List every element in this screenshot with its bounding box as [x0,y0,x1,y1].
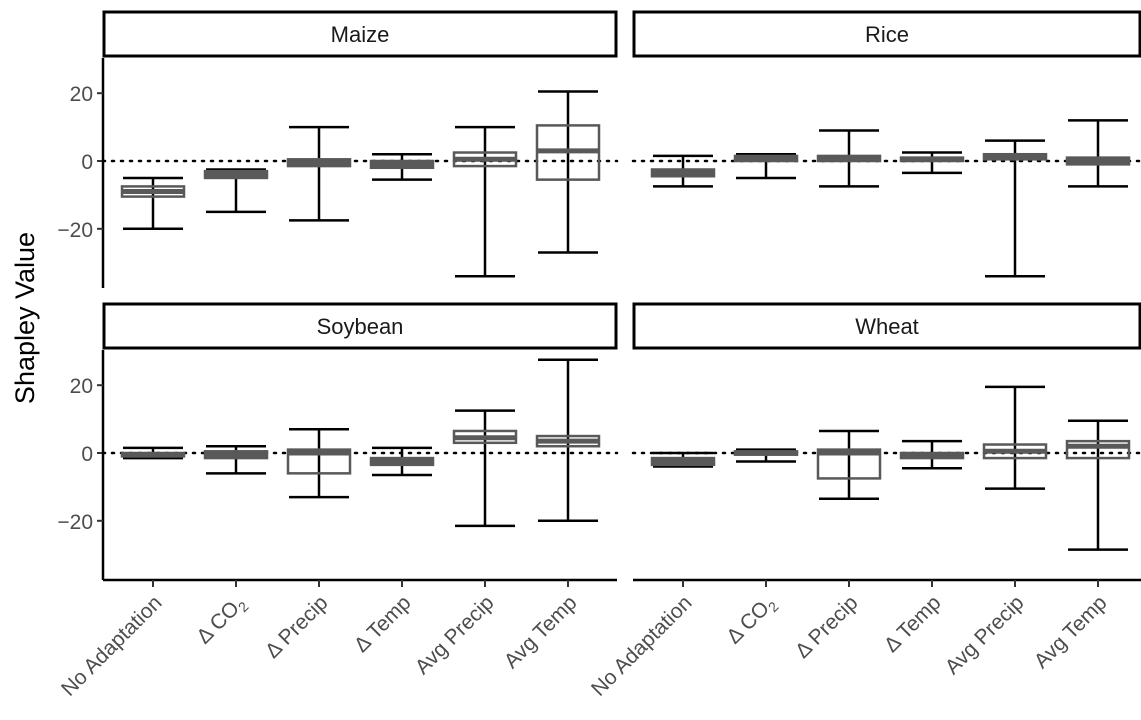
facet-strip [102,302,618,350]
facet-title: Wheat [855,314,919,339]
box-iqr [286,448,352,475]
x-tick-label: Δ Precip [261,591,333,663]
panel-rice: Rice [631,10,1141,278]
panel-maize: Maize 20 0 −20 [57,10,619,288]
x-tick-label: Avg Temp [500,591,582,673]
y-tick-label: 0 [81,151,93,174]
box-5 [535,358,601,523]
box-4 [982,139,1048,278]
x-tick-label: Δ CO2 [722,591,782,651]
y-tick-label: 20 [70,375,93,398]
panels-layer: Maize 20 0 −20 Rice Soybean 20 0 −20 No Adaptatio… [57,10,1141,701]
facet-strip [102,10,618,58]
y-axis-label: Shapley Value [10,232,40,404]
box-2 [286,428,352,499]
y-tick-label: −20 [57,511,93,534]
y-tick-label: −20 [57,219,93,242]
box-1 [203,444,269,475]
x-tick-label: Avg Precip [411,591,499,679]
box-1 [733,152,799,180]
box-iqr [1065,439,1131,460]
x-tick-label: Avg Precip [941,591,1029,679]
x-tick-label-subscript: 2 [235,598,252,615]
x-tick-label: No Adaptation [587,591,697,701]
x-tick-label: Δ Temp [880,591,946,657]
x-tick-label: No Adaptation [57,591,167,701]
box-0 [650,154,716,188]
facet-title: Soybean [317,314,404,339]
box-0 [120,176,186,231]
y-tick-label: 0 [81,443,93,466]
box-5 [535,90,601,254]
box-iqr [816,448,882,480]
box-2 [816,429,882,501]
box-2 [286,125,352,222]
x-tick-label: Avg Temp [1030,591,1112,673]
box-1 [203,168,269,214]
box-4 [452,125,518,278]
facet-strip [632,302,1141,350]
box-5 [1065,119,1131,188]
x-tick-label: Δ CO2 [192,591,252,651]
facet-title: Rice [865,22,909,47]
box-5 [1065,419,1131,551]
box-4 [452,409,518,528]
box-3 [369,446,435,477]
panel-soybean: Soybean 20 0 −20 No Adaptation Δ CO2 Δ Precip Δ… [57,302,619,701]
x-tick-label-subscript: 2 [765,598,782,615]
facet-title: Maize [331,22,390,47]
x-tick-label: Δ Precip [791,591,863,663]
box-2 [816,129,882,188]
y-tick-label: 20 [70,83,93,106]
box-0 [650,451,716,468]
facet-strip [632,10,1141,58]
box-3 [899,151,965,175]
box-3 [899,439,965,470]
x-tick-label: Δ Temp [350,591,416,657]
box-4 [982,385,1048,490]
box-3 [369,152,435,181]
box-0 [120,446,186,460]
box-1 [733,448,799,463]
